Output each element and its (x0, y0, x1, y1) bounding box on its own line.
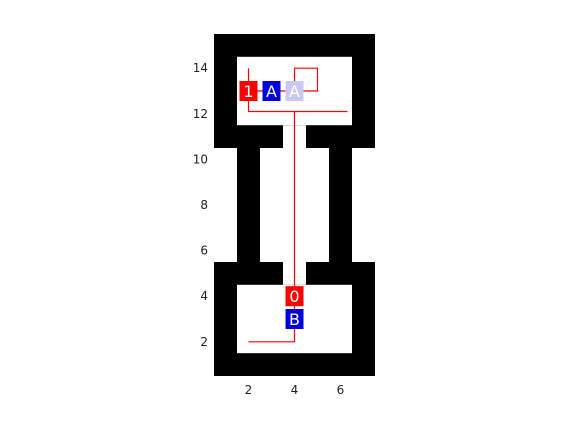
y-tick-label: 8 (200, 198, 208, 212)
marker-layer: 1 A A0B (239, 81, 304, 329)
y-tick-label: 6 (200, 244, 208, 258)
robot-marker-label: 1 (243, 82, 253, 101)
y-tick-label: 10 (193, 152, 208, 166)
robot-marker: 0 (285, 286, 304, 307)
outside-region (214, 148, 237, 262)
robot-marker: 1 (239, 81, 258, 101)
box-marker-label: B (289, 310, 300, 329)
outside-region (352, 148, 375, 262)
box-marker: B (285, 309, 304, 329)
box-marker: A (262, 81, 281, 101)
box-marker-box (262, 81, 281, 101)
y-tick-label: 14 (193, 61, 208, 75)
y-tick-label: 2 (200, 335, 208, 349)
box-marker-label: A (266, 82, 277, 101)
box-marker-box (285, 309, 304, 329)
robot-marker-box (285, 286, 304, 307)
y-tick-label: 4 (200, 289, 208, 303)
path-segment (293, 67, 319, 92)
goal-marker: A (285, 81, 304, 101)
x-tick-label: 4 (291, 383, 299, 397)
x-tick-label: 6 (337, 383, 345, 397)
x-tick-label: 2 (245, 383, 253, 397)
y-tick-label: 12 (193, 107, 208, 121)
goal-marker-box (285, 81, 304, 101)
robot-marker-label: 0 (289, 287, 299, 306)
robot-marker-box (239, 81, 258, 101)
goal-marker-label: A (289, 82, 300, 101)
